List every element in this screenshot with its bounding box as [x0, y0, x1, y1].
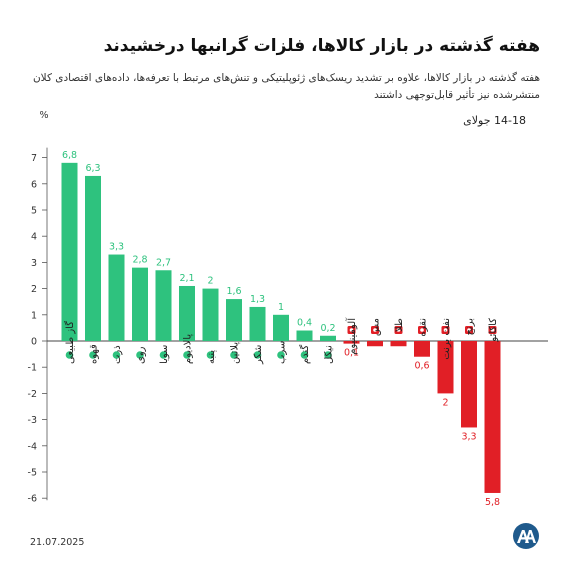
value-label: 1,6: [226, 286, 241, 297]
bar: [437, 341, 454, 394]
value-label: 6,3: [85, 163, 100, 174]
icon-detail: [467, 328, 471, 332]
category-label: طلا: [394, 318, 405, 332]
bar: [179, 285, 195, 341]
y-tick-label: 6: [31, 179, 37, 190]
page-subtitle: هفته گذشته در بازار کالاها، علاوه بر تشد…: [32, 72, 540, 101]
bar: [249, 306, 266, 341]
icon-detail: [349, 328, 354, 332]
bar: [343, 341, 360, 344]
category-label: نقره: [418, 318, 429, 337]
category-label: کاکائو: [488, 318, 499, 343]
cotton-icon: [206, 351, 215, 359]
value-label: 0,2: [320, 323, 335, 334]
y-tick-label: 5: [31, 206, 37, 217]
bar: [390, 341, 407, 347]
period-label: 14-18 جولای: [463, 114, 526, 127]
value-label: 0,6: [414, 361, 429, 372]
icon-detail: [443, 328, 448, 332]
category-label: پلاتین: [230, 342, 241, 364]
bar: [61, 162, 78, 341]
value-label: 2: [442, 397, 448, 408]
corn-icon: [112, 351, 121, 359]
y-tick-label: -2: [28, 389, 37, 400]
category-label: قهوه: [89, 344, 100, 364]
y-tick-label: 3: [31, 258, 37, 269]
bar: [202, 288, 219, 341]
nickel-icon: [324, 351, 332, 359]
category-label: ذرت: [112, 345, 123, 364]
sugar-icon: [253, 351, 262, 359]
y-tick-label: -1: [28, 363, 37, 374]
value-label: 0,4: [297, 318, 312, 329]
value-label: 3,3: [109, 242, 124, 253]
publish-date: 21.07.2025: [30, 537, 85, 548]
bar: [367, 341, 383, 347]
icon-detail: [420, 328, 424, 332]
value-label: 0,1: [344, 348, 359, 359]
y-tick-label: -5: [28, 468, 37, 479]
y-tick-label: -6: [28, 494, 37, 505]
category-label: برنج: [465, 318, 476, 336]
category-label: آلومینیوم: [345, 317, 358, 355]
y-tick-label: 0: [31, 337, 37, 348]
category-label: شکر: [253, 345, 264, 365]
bar: [461, 341, 477, 428]
bar: [226, 299, 242, 341]
value-label: 2,8: [132, 255, 147, 266]
y-tick-label: 2: [31, 284, 37, 295]
category-label: نفت برنت: [441, 318, 452, 360]
bar: [414, 341, 430, 357]
y-tick-label: -3: [28, 415, 37, 426]
bar: [320, 335, 336, 341]
category-label: گندم: [299, 345, 311, 364]
coffee-bean-icon: [89, 351, 97, 359]
bar: [132, 267, 148, 341]
bar: [155, 270, 172, 341]
value-label: 2: [207, 276, 213, 287]
flame-icon: [65, 351, 74, 359]
value-label: 5,8: [485, 497, 500, 508]
category-label: پالادیوم: [183, 334, 194, 364]
y-tick-label: 7: [31, 153, 37, 164]
value-label: 2,7: [156, 257, 171, 268]
value-label: 2,1: [179, 273, 194, 284]
palladium-icon: [183, 351, 191, 359]
y-axis-unit: %: [39, 110, 48, 121]
value-label: 3,3: [461, 431, 476, 442]
bar: [484, 341, 501, 493]
category-label: گاز طبیعی: [64, 321, 76, 364]
wheat-icon: [300, 351, 309, 359]
bar: [85, 175, 101, 341]
value-label: 6,8: [62, 150, 77, 161]
page-title: هفته گذشته در بازار کالاها، فلزات گرانبه…: [103, 36, 540, 56]
y-tick-label: 4: [31, 232, 37, 243]
bar: [108, 254, 125, 341]
platinum-icon: [230, 351, 238, 359]
soybean-icon: [159, 351, 168, 359]
icon-detail: [490, 328, 495, 332]
icon-detail: [373, 328, 377, 332]
value-label: 1: [278, 302, 284, 313]
bar: [273, 314, 289, 341]
value-label: 1,3: [250, 294, 265, 305]
category-label: پنبه: [206, 350, 217, 364]
category-label: نیکل: [324, 345, 335, 364]
category-label: مس: [371, 318, 382, 336]
category-label: سرب: [277, 341, 288, 364]
category-label: روی: [136, 346, 147, 364]
bar: [296, 330, 313, 341]
lead-icon: [277, 351, 285, 359]
icon-detail: [396, 328, 401, 332]
y-tick-label: -4: [28, 441, 37, 452]
category-label: سویا: [159, 345, 170, 364]
aa-logo-icon: [513, 523, 539, 549]
y-tick-label: 1: [31, 310, 37, 321]
zinc-icon: [136, 351, 144, 359]
